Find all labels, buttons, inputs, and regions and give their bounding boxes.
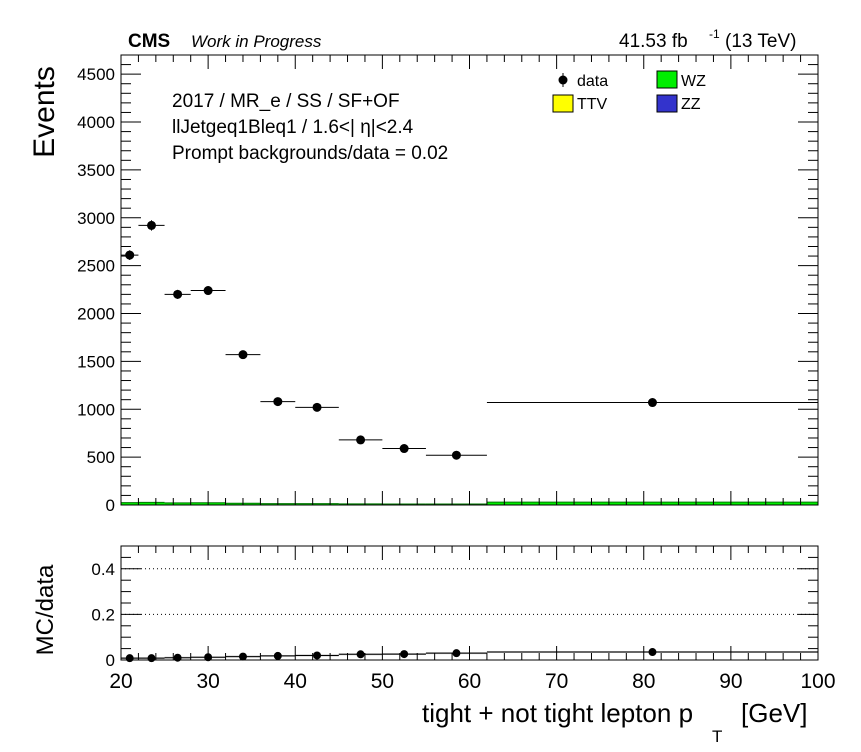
data-point (173, 289, 183, 299)
wz-bar (486, 502, 818, 505)
y-tick-label: 2500 (77, 257, 115, 276)
ratio-y-tick-label: 0.2 (91, 605, 115, 624)
data-point (146, 220, 156, 230)
ratio-point (648, 648, 657, 657)
x-tick-label: 20 (109, 670, 132, 693)
legend-entry-wz: WZ (656, 70, 706, 90)
data-point (356, 435, 366, 445)
ratio-panel: 0 0.2 0.4 20 30 40 50 60 70 80 90 100 MC/data tight… (32, 545, 836, 746)
wz-bar (138, 502, 165, 505)
y-tick-label: 1000 (77, 400, 115, 419)
annotation-line-3: Prompt backgrounds/data = 0.02 (172, 143, 448, 164)
data-point (203, 286, 213, 296)
main-panel: 0 500 1000 1500 2000 2500 3000 3500 4000 4500 Eve… (28, 54, 819, 515)
y-tick-label: 3500 (77, 161, 115, 180)
data-point (647, 398, 657, 408)
data-point (399, 444, 409, 454)
ratio-point (356, 650, 365, 659)
data-point (238, 350, 248, 360)
annotation-line-1: 2017 / MR_e / SS / SF+OF (172, 91, 400, 112)
ratio-point (173, 653, 182, 662)
y-axis-title: Events (28, 66, 61, 158)
legend: data WZ TTV ZZ (552, 70, 706, 113)
ratio-y-axis-title: MC/data (32, 564, 59, 655)
y-tick-label: 500 (87, 448, 115, 467)
ratio-point (147, 654, 156, 663)
legend-label-wz: WZ (681, 73, 706, 90)
lumi-label: 41.53 fb (619, 31, 688, 52)
y-tick-label: 1500 (77, 352, 115, 371)
x-axis-title: tight + not tight lepton p (422, 698, 693, 728)
wz-bar (164, 502, 191, 505)
ratio-point (452, 649, 461, 658)
data-point (273, 397, 283, 407)
x-tick-label: 40 (284, 670, 307, 693)
wz-bar (338, 503, 383, 505)
lumi-exponent: -1 (709, 27, 720, 41)
legend-data-marker (558, 75, 568, 85)
legend-label-data: data (577, 73, 608, 90)
wz-bar (295, 503, 339, 505)
main-frame (120, 54, 819, 506)
y-tick-label: 2000 (77, 305, 115, 324)
legend-swatch-ttv (552, 94, 574, 113)
legend-entry-data: data (558, 73, 608, 90)
ratio-point (313, 651, 322, 660)
data-point (125, 250, 135, 260)
legend-swatch-zz (656, 94, 678, 113)
legend-entry-ttv: TTV (552, 94, 608, 113)
ratio-point (125, 654, 134, 663)
y-tick-label: 3000 (77, 209, 115, 228)
energy-label: (13 TeV) (725, 31, 796, 52)
x-tick-label: 70 (545, 670, 568, 693)
ratio-y-tick-label: 0 (106, 651, 115, 670)
y-tick-label: 4000 (77, 113, 115, 132)
ratio-axes: 0 0.2 0.4 20 30 40 50 60 70 80 90 100 (91, 545, 836, 693)
x-tick-label: 100 (800, 670, 835, 693)
legend-label-zz: ZZ (681, 96, 701, 113)
x-axis-title-unit: [GeV] (741, 698, 807, 728)
data-point (451, 450, 461, 460)
x-tick-label: 90 (719, 670, 742, 693)
wz-bar (121, 502, 139, 505)
legend-label-ttv: TTV (577, 96, 608, 113)
x-tick-label: 50 (371, 670, 394, 693)
y-tick-label: 4500 (77, 65, 115, 84)
legend-entry-zz: ZZ (656, 94, 701, 113)
ratio-point (400, 650, 409, 659)
main-marks (121, 220, 818, 505)
ratio-frame (120, 545, 819, 661)
x-tick-label: 80 (632, 670, 655, 693)
x-tick-label: 30 (196, 670, 219, 693)
y-tick-label: 0 (106, 496, 115, 515)
experiment-label: CMS (128, 31, 170, 52)
data-point (312, 402, 322, 412)
legend-swatch-wz (656, 70, 678, 89)
ratio-y-tick-label: 0.4 (91, 560, 115, 579)
status-label: Work in Progress (191, 32, 322, 51)
x-axis-title-subscript: T (712, 727, 722, 746)
annotation-line-2: llJetgeq1Bleq1 / 1.6<| η|<2.4 (172, 117, 414, 138)
x-tick-label: 60 (458, 670, 481, 693)
